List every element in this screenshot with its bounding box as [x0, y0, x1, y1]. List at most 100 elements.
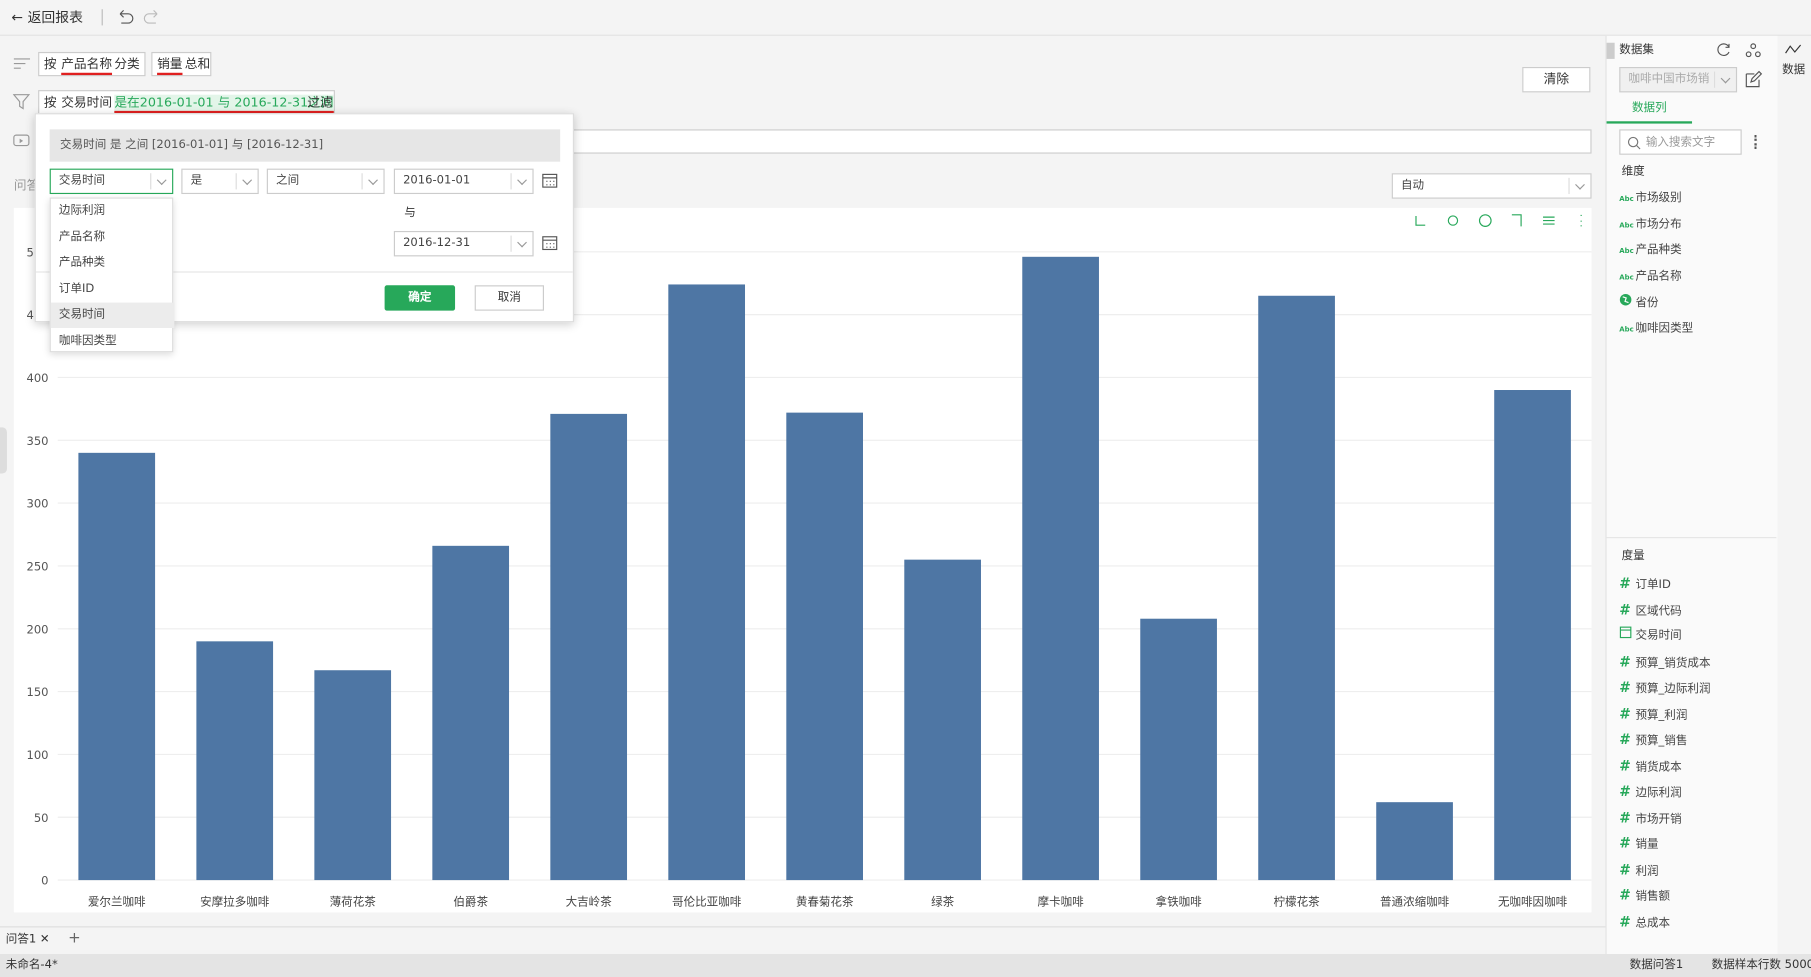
field-item[interactable]: # 销量 — [1619, 834, 1658, 852]
edit-icon[interactable] — [1744, 70, 1763, 88]
date-value[interactable]: 2016-12-31 — [403, 236, 471, 250]
more-icon[interactable] — [1754, 135, 1759, 149]
field-option[interactable]: 产品名称 — [58, 230, 106, 244]
field-label[interactable]: 预算_利润 — [1635, 708, 1688, 722]
field-label[interactable]: 省份 — [1635, 296, 1659, 310]
field-option[interactable]: 交易时间 — [50, 302, 175, 329]
field-label[interactable]: 边际利润 — [1635, 786, 1682, 800]
field-item[interactable]: # 区域代码 — [1619, 600, 1681, 618]
field-item[interactable]: # 边际利润 — [1619, 782, 1681, 800]
search-box[interactable]: 输入搜索文字 — [1619, 129, 1742, 155]
side-handle[interactable] — [0, 427, 7, 474]
field-label[interactable]: 预算_边际利润 — [1635, 682, 1711, 696]
y-tick-label: 100 — [26, 748, 48, 762]
field-item[interactable]: # 预算_销货成本 — [1619, 652, 1710, 670]
field-item[interactable]: # 销货成本 — [1619, 756, 1681, 774]
field-item[interactable]: Abc 产品名称 — [1619, 267, 1681, 285]
field-option[interactable]: 咖啡因类型 — [58, 334, 117, 348]
field-label[interactable]: 区域代码 — [1635, 604, 1682, 618]
select-value[interactable]: 交易时间 — [58, 174, 106, 188]
dataset-select[interactable]: 咖啡中国市场销 — [1619, 66, 1738, 93]
back-label[interactable]: 返回报表 — [27, 9, 84, 26]
date-from[interactable]: 2016-01-01 — [393, 168, 534, 195]
field-item[interactable]: # 预算_销售 — [1619, 730, 1687, 748]
and-label: 与 — [404, 206, 416, 220]
field-label[interactable]: 销量 — [1635, 838, 1659, 852]
bar — [1258, 295, 1335, 881]
panel-toggle[interactable] — [1606, 42, 1615, 59]
x-tick-label: 黄春菊花茶 — [796, 894, 854, 908]
field-option[interactable]: 边际利润 — [58, 204, 106, 218]
tab-label[interactable]: 问答1 — [5, 933, 37, 946]
field-label[interactable]: 咖啡因类型 — [1635, 321, 1694, 335]
field-label[interactable]: 销货成本 — [1635, 760, 1682, 774]
field-select[interactable]: 交易时间 — [49, 168, 174, 195]
range-select[interactable]: 之间 — [266, 168, 385, 195]
x-tick-label: 大吉岭茶 — [566, 894, 613, 908]
field-icon: # — [1619, 887, 1631, 904]
filter-chip[interactable]: 按 交易时间 是在2016-01-01 与 2016-12-31之间 过滤 — [38, 90, 335, 115]
field-label[interactable]: 订单ID — [1635, 578, 1671, 592]
cancel-button[interactable]: 取消 — [474, 285, 544, 311]
chip-text: 按 — [43, 94, 57, 110]
filter-summary: 交易时间 是 之间 [2016-01-01] 与 [2016-12-31] — [49, 129, 561, 162]
select-value[interactable]: 是 — [190, 174, 203, 188]
field-option[interactable]: 订单ID — [58, 282, 95, 296]
field-item[interactable]: # 总成本 — [1619, 912, 1670, 930]
field-item[interactable]: Abc 市场分布 — [1619, 215, 1681, 233]
field-label[interactable]: 预算_销货成本 — [1635, 656, 1711, 670]
field-label[interactable]: 市场分布 — [1635, 217, 1682, 231]
select-value[interactable]: 之间 — [276, 174, 300, 188]
field-item[interactable]: Abc 咖啡因类型 — [1619, 319, 1693, 337]
field-label[interactable]: 产品名称 — [1635, 269, 1682, 283]
ok-button[interactable]: 确定 — [384, 285, 456, 311]
back-button[interactable]: ← 返回报表 — [11, 9, 84, 26]
field-icon: # — [1619, 757, 1631, 774]
field-label[interactable]: 交易时间 — [1635, 629, 1682, 643]
display-select[interactable]: 自动 — [1391, 173, 1592, 199]
field-label[interactable]: 市场开销 — [1635, 812, 1682, 826]
clear-button[interactable]: 清除 — [1522, 66, 1591, 93]
field-item[interactable]: 省份 — [1619, 293, 1659, 311]
field-option[interactable]: 产品种类 — [58, 256, 106, 270]
field-item[interactable]: # 订单ID — [1619, 574, 1671, 592]
field-item[interactable]: Abc 市场级别 — [1619, 189, 1681, 207]
select-value[interactable]: 咖啡中国市场销 — [1628, 72, 1710, 86]
field-item[interactable]: # 市场开销 — [1619, 808, 1681, 826]
field-label[interactable]: 利润 — [1635, 864, 1659, 878]
chip-text: 过滤 — [307, 94, 333, 110]
measure-chip[interactable]: 销量 总和 — [151, 51, 212, 77]
bar — [432, 545, 510, 881]
field-label[interactable]: 总成本 — [1635, 916, 1671, 930]
add-tab[interactable]: + — [68, 929, 81, 948]
bar — [314, 670, 392, 881]
clear-label[interactable]: 清除 — [1543, 71, 1570, 87]
field-label[interactable]: 销售额 — [1635, 890, 1671, 904]
panel-icons[interactable] — [1716, 42, 1765, 58]
field-item[interactable]: # 销售额 — [1619, 886, 1670, 904]
calendar-icons[interactable] — [542, 173, 559, 252]
chart-tools[interactable] — [1415, 214, 1582, 227]
field-item[interactable]: # 利润 — [1619, 860, 1658, 878]
date-value[interactable]: 2016-01-01 — [403, 174, 471, 188]
y-tick-label: 200 — [26, 622, 48, 636]
undo-redo[interactable] — [115, 8, 161, 26]
answer-tab[interactable]: 问答1 ✕ — [5, 933, 50, 946]
field-item[interactable]: Abc 产品种类 — [1619, 241, 1681, 259]
side-tab[interactable]: 数据 — [1782, 63, 1806, 77]
date-to[interactable]: 2016-12-31 — [393, 230, 534, 257]
side-tab-icon[interactable] — [1784, 43, 1802, 57]
field-item[interactable]: # 预算_边际利润 — [1619, 678, 1710, 696]
select-value[interactable]: 自动 — [1400, 179, 1425, 192]
status-rows: 数据样本行数 5000 — [1711, 958, 1811, 972]
field-label[interactable]: 产品种类 — [1635, 243, 1682, 257]
field-item[interactable]: 交易时间 — [1619, 626, 1682, 647]
op-select[interactable]: 是 — [181, 168, 259, 195]
field-label[interactable]: 预算_销售 — [1635, 734, 1688, 748]
field-item[interactable]: # 预算_利润 — [1619, 704, 1687, 722]
panel-tab[interactable]: 数据列 — [1631, 101, 1667, 115]
status-mode: 数据问答1 — [1629, 958, 1684, 972]
field-icon — [1619, 626, 1635, 647]
field-label[interactable]: 市场级别 — [1635, 191, 1682, 205]
group-chip[interactable]: 按 产品名称 分类 — [38, 51, 146, 77]
